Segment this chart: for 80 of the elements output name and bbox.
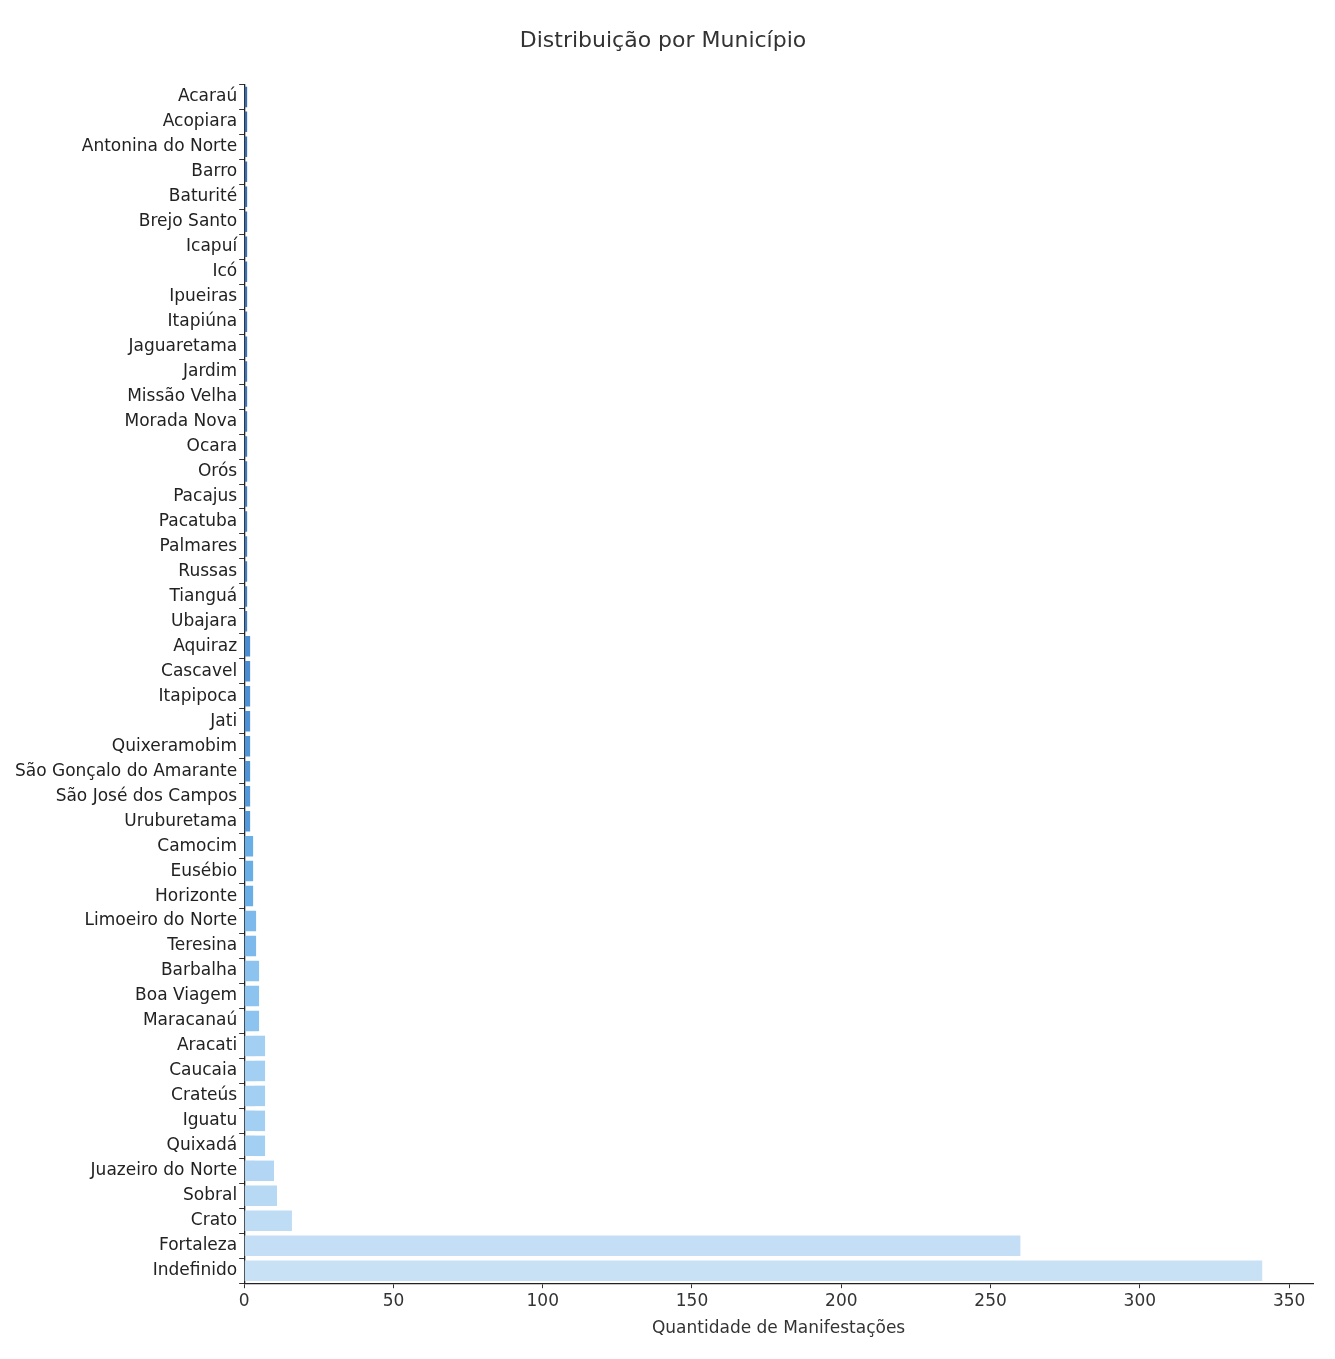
chart-title: Distribuição por Município <box>519 26 807 52</box>
y-tick-label: Ocara <box>186 434 238 455</box>
x-tick-label: 50 <box>382 1289 405 1310</box>
y-tick-label: Acopiara <box>162 110 238 131</box>
x-tick-label: 250 <box>974 1289 1007 1310</box>
x-tick-label: 0 <box>238 1289 250 1310</box>
y-tick-label: Quixeramobim <box>111 734 238 755</box>
y-tick-label: Brejo Santo <box>138 210 238 231</box>
y-tick-label: Morada Nova <box>124 409 238 430</box>
y-tick-label: São Gonçalo do Amarante <box>14 759 238 780</box>
bar <box>244 1110 266 1132</box>
y-tick-label: Maracanaú <box>142 1009 238 1030</box>
bar <box>244 1135 266 1157</box>
y-tick-label: Indefinido <box>152 1259 238 1280</box>
y-tick-label: Jati <box>209 709 238 730</box>
y-tick-label: Acaraú <box>177 85 238 106</box>
bar <box>244 910 257 932</box>
bar <box>244 636 251 657</box>
x-axis-title: Quantidade de Manifestações <box>651 1317 906 1338</box>
bar <box>244 860 254 882</box>
y-tick-label: Palmares <box>159 534 238 555</box>
bar <box>244 835 254 857</box>
y-tick-label: Jaguaretama <box>127 335 238 356</box>
bar <box>244 1085 266 1107</box>
y-tick-label: Itapipoca <box>158 684 238 705</box>
y-tick-label: Russas <box>178 559 238 580</box>
bar <box>244 1160 275 1182</box>
bar <box>244 1060 266 1082</box>
y-tick-label: Crato <box>190 1209 238 1230</box>
y-tick-label: Fortaleza <box>158 1234 238 1255</box>
y-tick-label: Orós <box>197 459 238 480</box>
y-tick-label: Boa Viagem <box>135 984 238 1005</box>
bar <box>244 1210 292 1231</box>
y-tick-label: Barro <box>191 160 238 181</box>
y-tick-label: Quixadá <box>166 1134 238 1155</box>
x-tick-label: 100 <box>526 1289 559 1310</box>
y-tick-label: Sobral <box>183 1184 238 1205</box>
y-tick-label: Tianguá <box>168 584 238 605</box>
y-tick-label: Aquiraz <box>173 634 238 655</box>
y-tick-label: Jardim <box>181 360 238 381</box>
y-tick-label: Cascavel <box>161 659 238 680</box>
x-tick-label: 350 <box>1272 1289 1306 1310</box>
y-tick-label: Camocim <box>157 834 238 855</box>
y-tick-label: Uruburetama <box>124 809 238 830</box>
y-tick-label: Aracati <box>176 1034 238 1055</box>
x-tick-label: 300 <box>1123 1289 1157 1310</box>
y-tick-label: Antonina do Norte <box>81 135 238 156</box>
bar <box>244 1235 1021 1256</box>
bar <box>244 661 251 682</box>
y-tick-label: Baturité <box>168 185 238 206</box>
y-tick-label: Limoeiro do Norte <box>84 909 238 930</box>
bar <box>244 1260 1263 1281</box>
bar <box>244 711 251 732</box>
bar <box>244 1185 277 1207</box>
y-tick-label: Eusébio <box>170 859 238 880</box>
y-tick-label: Horizonte <box>155 884 238 905</box>
y-tick-label: São José dos Campos <box>55 784 238 805</box>
y-tick-label: Ubajara <box>170 609 238 630</box>
x-tick-label: 200 <box>825 1289 858 1310</box>
x-tick-label: 150 <box>675 1289 709 1310</box>
y-tick-label: Caucaia <box>169 1059 238 1080</box>
y-tick-label: Barbalha <box>160 959 238 980</box>
y-tick-label: Crateús <box>171 1084 238 1105</box>
y-tick-label: Itapiúna <box>167 310 238 331</box>
bar <box>244 985 260 1007</box>
bar <box>244 1010 260 1032</box>
y-tick-label: Missão Velha <box>127 385 238 406</box>
y-tick-label: Pacajus <box>173 484 238 505</box>
bar <box>244 1035 266 1057</box>
y-tick-label: Ipueiras <box>169 285 238 306</box>
y-tick-label: Juazeiro do Norte <box>89 1159 238 1180</box>
bar <box>244 960 260 982</box>
bar <box>244 686 251 707</box>
y-tick-label: Iguatu <box>182 1109 238 1130</box>
y-tick-label: Pacatuba <box>158 509 238 530</box>
y-tick-label: Teresina <box>166 934 238 955</box>
bar <box>244 885 254 907</box>
y-tick-label: Icapuí <box>186 235 239 256</box>
y-tick-label: Icó <box>212 260 238 281</box>
bar <box>244 935 257 957</box>
